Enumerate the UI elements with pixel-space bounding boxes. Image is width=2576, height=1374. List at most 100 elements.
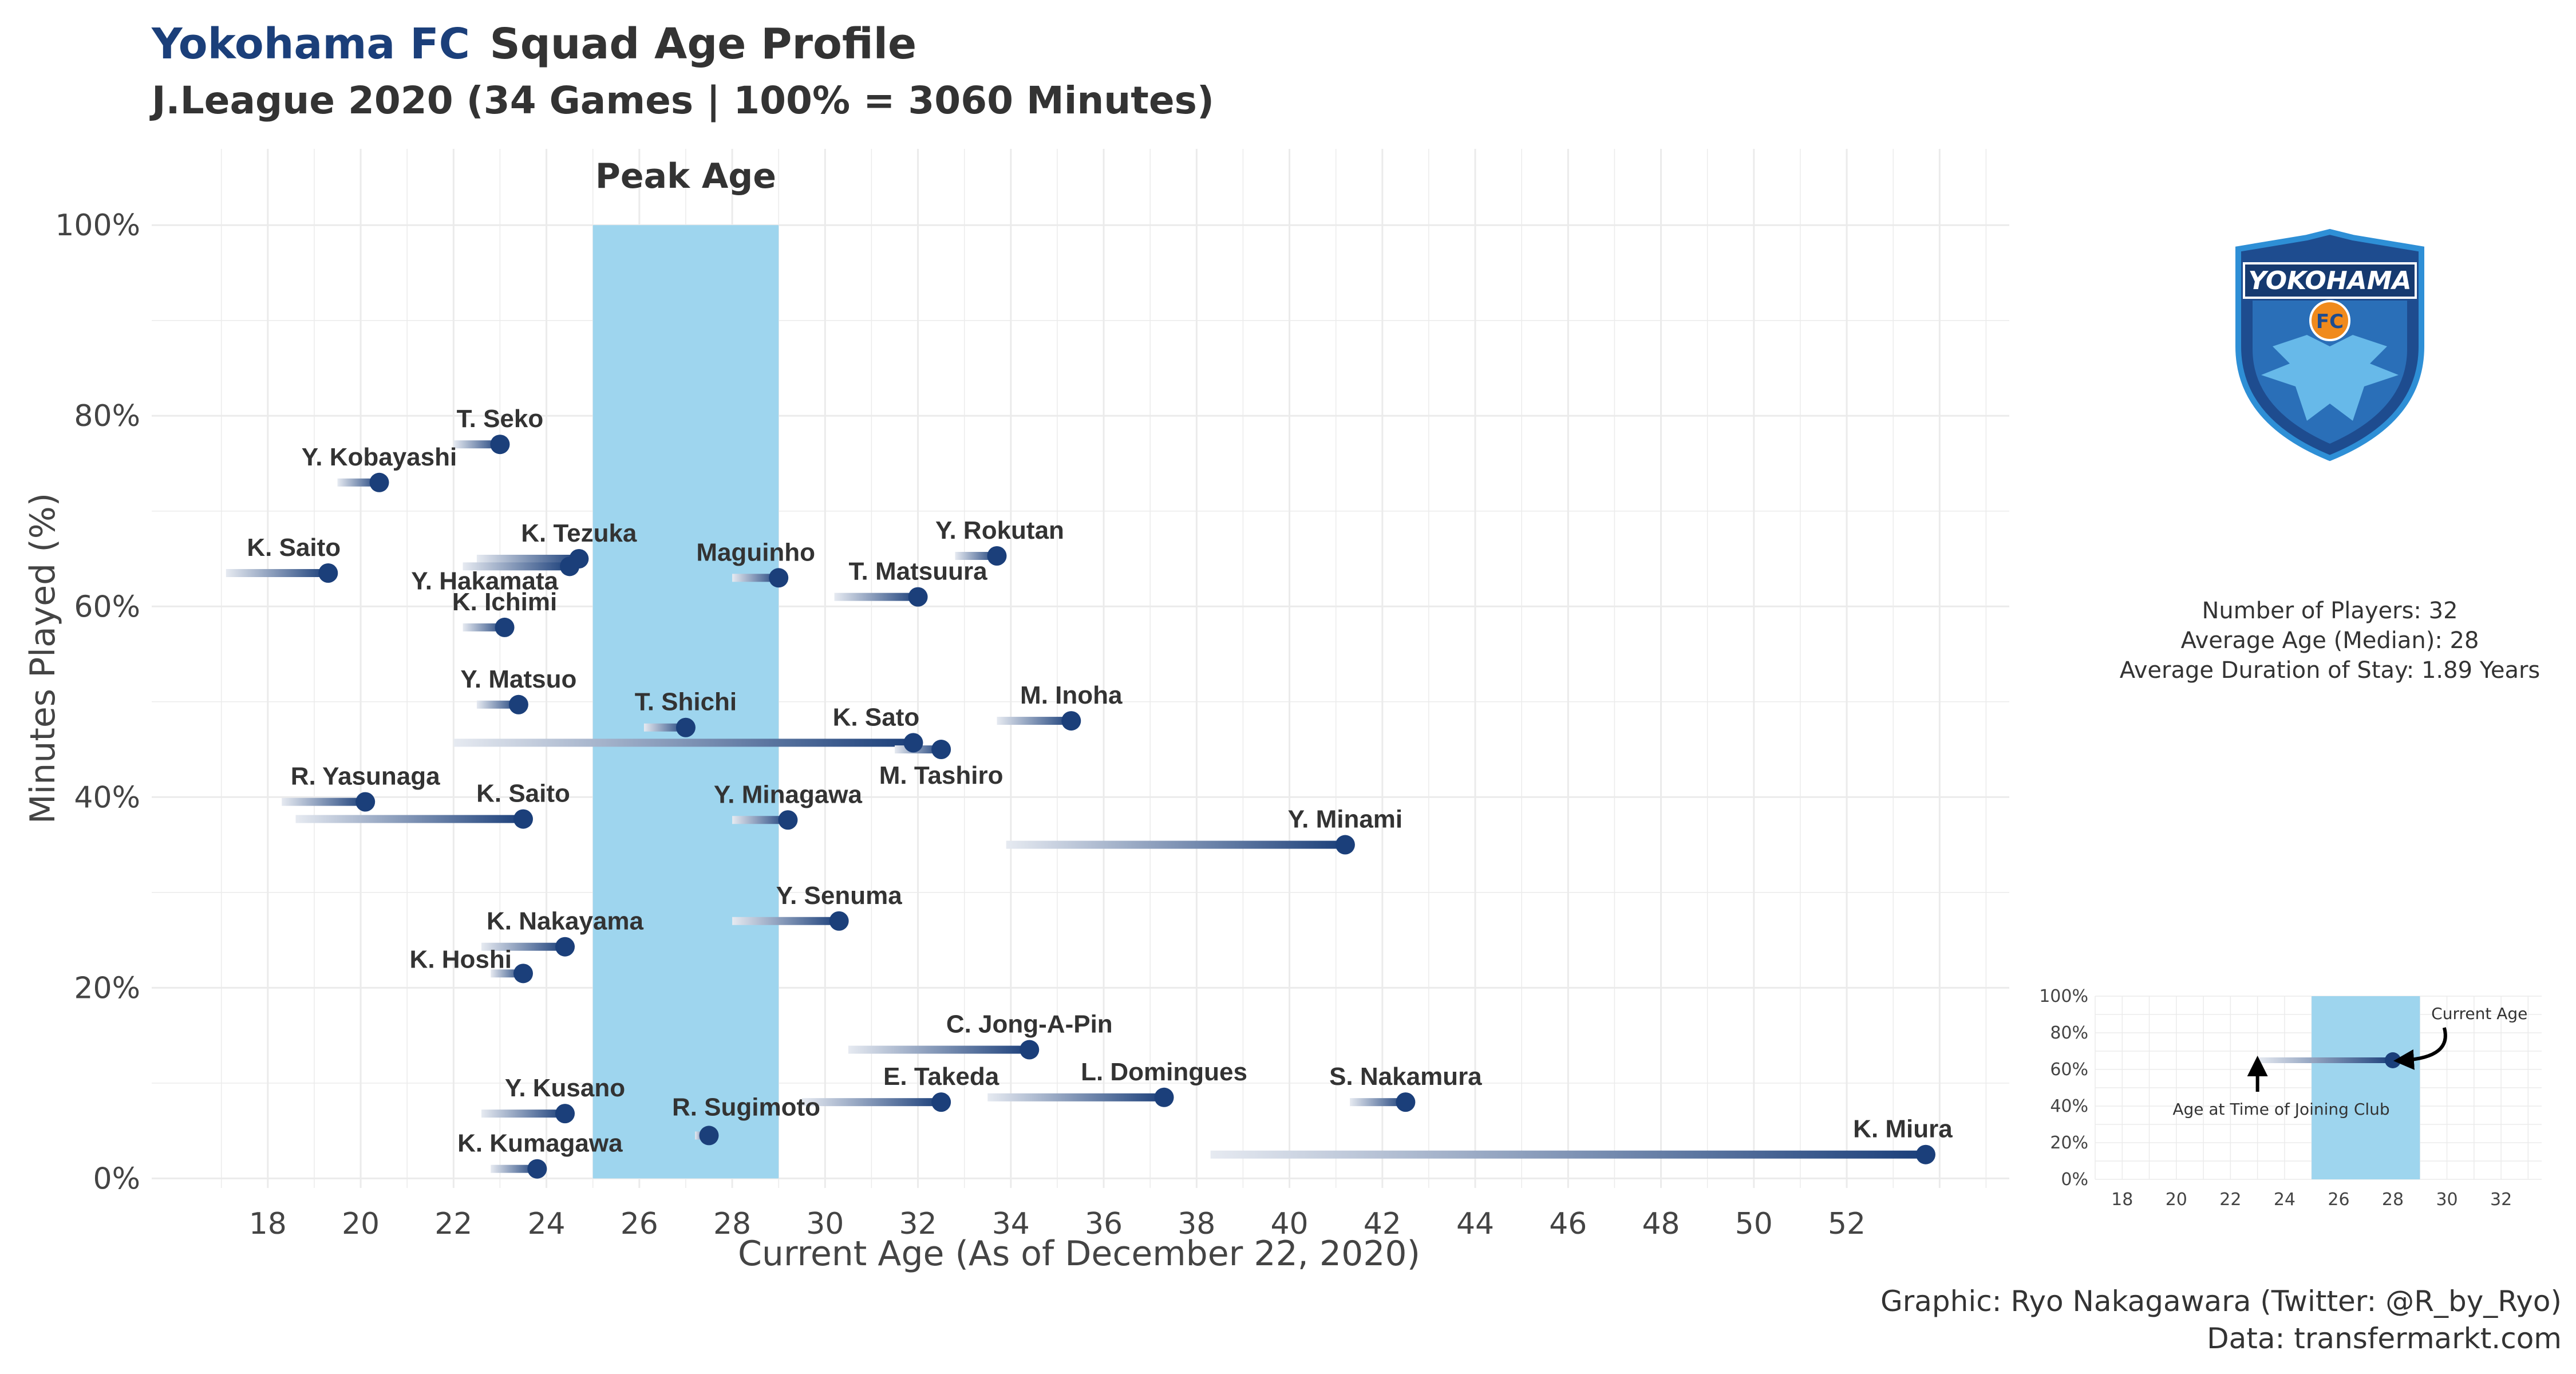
- tenure-segment: [476, 700, 519, 709]
- legend-x-tick: 24: [2274, 1190, 2296, 1210]
- player-point: [699, 1126, 719, 1146]
- peak-age-band: Peak Age: [592, 156, 779, 1179]
- x-tick-label: 18: [249, 1207, 287, 1241]
- tenure-segment: [453, 739, 914, 747]
- player-label: T. Shichi: [635, 688, 737, 716]
- player-point: [675, 717, 696, 737]
- tenure-segment: [453, 440, 500, 449]
- legend-example-point: [2385, 1052, 2401, 1068]
- tenure-segment: [463, 623, 505, 631]
- player-points: [318, 435, 1935, 1179]
- crest-phoenix-icon: [2261, 335, 2399, 421]
- y-tick-label: 60%: [74, 590, 140, 624]
- crest-text: YOKOHAMA: [2248, 266, 2411, 295]
- caption-source: Data: transfermarkt.com: [2207, 1322, 2562, 1355]
- x-tick-label: 36: [1085, 1207, 1123, 1241]
- player-label: Y. Minami: [1288, 806, 1403, 834]
- stat-player-count: Number of Players: 32: [2202, 598, 2458, 624]
- y-axis-title: Minutes Played (%): [23, 493, 63, 824]
- legend-joining-label: Age at Time of Joining Club: [2172, 1100, 2389, 1119]
- tenure-segment: [1210, 1150, 1926, 1159]
- legend-x-tick: 30: [2436, 1190, 2458, 1210]
- player-point: [490, 435, 510, 455]
- player-label: K. Saito: [247, 534, 341, 562]
- player-label: Y. Senuma: [776, 882, 903, 910]
- player-point: [318, 563, 338, 583]
- y-tick-label: 40%: [74, 780, 140, 815]
- player-label: K. Hoshi: [410, 945, 512, 973]
- player-label: Maguinho: [696, 538, 815, 566]
- player-point: [1154, 1087, 1174, 1107]
- tenure-segment: [643, 723, 686, 732]
- tenure-segment: [732, 816, 788, 824]
- tenure-segment: [732, 917, 839, 925]
- legend-y-tick: 100%: [2039, 986, 2088, 1006]
- y-tick-label: 100%: [55, 208, 140, 243]
- player-point: [931, 1092, 951, 1112]
- x-tick-label: 20: [342, 1207, 380, 1241]
- player-point: [1061, 711, 1081, 731]
- player-point: [829, 911, 849, 931]
- player-point: [508, 694, 528, 714]
- club-crest-logo: YOKOHAMA FC: [2235, 228, 2424, 461]
- stat-avg-stay: Average Duration of Stay: 1.89 Years: [2120, 657, 2541, 684]
- x-tick-label: 52: [1828, 1207, 1866, 1241]
- x-tick-label: 46: [1549, 1207, 1587, 1241]
- x-tick-label: 32: [899, 1207, 937, 1241]
- player-label: Y. Matsuo: [460, 665, 576, 693]
- player-point: [987, 546, 1007, 566]
- legend-peak-band: [2312, 996, 2420, 1179]
- stat-median-age: Average Age (Median): 28: [2181, 627, 2479, 654]
- player-point: [513, 809, 533, 829]
- y-tick-label: 80%: [74, 399, 140, 433]
- chart-title-club: Yokohama FC: [151, 19, 470, 69]
- player-point: [495, 617, 515, 637]
- legend-y-tick: 60%: [2050, 1060, 2088, 1080]
- player-label: R. Sugimoto: [672, 1093, 820, 1121]
- player-label: C. Jong-A-Pin: [946, 1010, 1113, 1039]
- tenure-segment: [337, 478, 380, 487]
- player-label: Y. Kobayashi: [302, 443, 457, 471]
- tenure-segment: [987, 1093, 1164, 1101]
- y-axis-ticks: 0% 20% 40% 60% 80% 100%: [55, 208, 140, 1196]
- player-point: [931, 740, 951, 760]
- player-point: [369, 472, 389, 492]
- x-tick-label: 44: [1456, 1207, 1494, 1241]
- player-point: [1396, 1092, 1416, 1112]
- tenure-segment: [848, 1045, 1030, 1054]
- player-point: [527, 1159, 547, 1179]
- player-label: R. Yasunaga: [291, 763, 440, 791]
- tenure-segment: [1006, 840, 1345, 849]
- player-label: E. Takeda: [883, 1063, 999, 1091]
- player-label: K. Saito: [476, 780, 570, 808]
- player-point: [1915, 1144, 1935, 1164]
- player-label: Y. Rokutan: [935, 516, 1064, 544]
- tenure-segment: [282, 797, 366, 806]
- y-tick-label: 20%: [74, 971, 140, 1005]
- tenure-segment: [1350, 1098, 1406, 1107]
- x-tick-label: 38: [1178, 1207, 1215, 1241]
- player-point: [555, 937, 575, 957]
- legend-example-segment: [2257, 1057, 2393, 1063]
- tenure-segment: [463, 562, 570, 571]
- legend-y-tick: 40%: [2050, 1096, 2088, 1116]
- legend-x-tick: 28: [2382, 1190, 2404, 1210]
- legend-current-age-label: Current Age: [2431, 1004, 2527, 1023]
- tenure-segment: [955, 552, 997, 560]
- player-point: [1020, 1040, 1040, 1060]
- tenure-segment: [481, 942, 566, 951]
- caption-credit: Graphic: Ryo Nakagawara (Twitter: @R_by_…: [1880, 1285, 2562, 1318]
- x-tick-label: 30: [806, 1207, 844, 1241]
- player-label: L. Domingues: [1081, 1058, 1247, 1086]
- tenure-segment: [834, 593, 918, 601]
- player-label: T. Matsuura: [849, 558, 988, 586]
- player-label: T. Seko: [457, 405, 544, 433]
- tenure-segment: [997, 717, 1072, 725]
- player-label: K. Kumagawa: [457, 1130, 623, 1158]
- legend-x-tick: 32: [2490, 1190, 2512, 1210]
- player-point: [778, 810, 798, 830]
- tenure-segments: [226, 440, 1926, 1173]
- x-tick-label: 34: [992, 1207, 1030, 1241]
